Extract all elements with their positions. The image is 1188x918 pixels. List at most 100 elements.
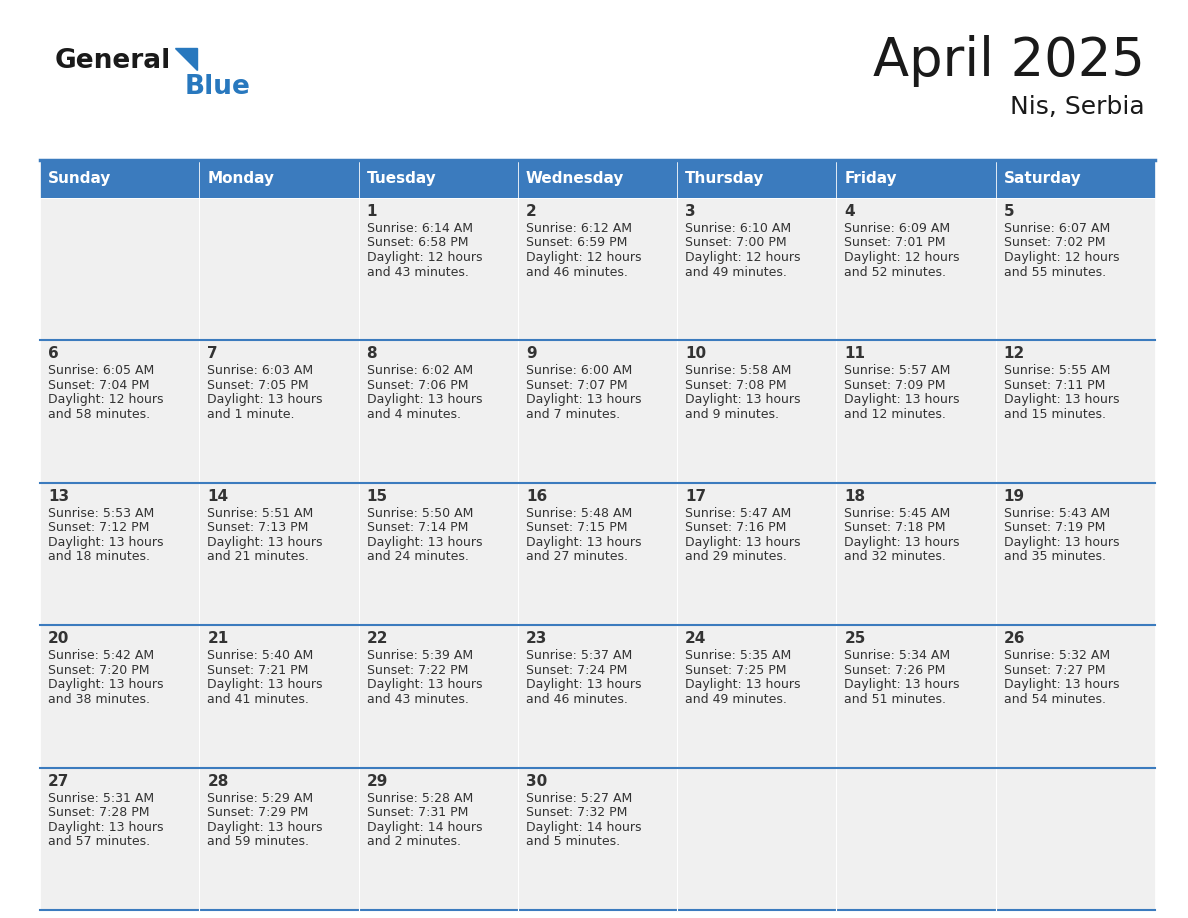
Polygon shape [175,48,197,70]
Text: Sunrise: 6:14 AM: Sunrise: 6:14 AM [367,222,473,235]
Text: Sunrise: 5:51 AM: Sunrise: 5:51 AM [207,507,314,520]
Text: and 46 minutes.: and 46 minutes. [526,265,627,278]
Text: and 49 minutes.: and 49 minutes. [685,693,786,706]
Text: Sunrise: 5:47 AM: Sunrise: 5:47 AM [685,507,791,520]
Text: 29: 29 [367,774,388,789]
Text: 27: 27 [48,774,69,789]
Text: Sunrise: 5:43 AM: Sunrise: 5:43 AM [1004,507,1110,520]
Bar [200,483,359,625]
Bar [200,767,359,910]
Text: 25: 25 [845,632,866,646]
Text: 5: 5 [1004,204,1015,219]
Text: Daylight: 13 hours: Daylight: 13 hours [526,394,642,407]
Text: 17: 17 [685,488,707,504]
Text: Sunrise: 5:58 AM: Sunrise: 5:58 AM [685,364,791,377]
Bar [836,483,996,625]
Text: Sunset: 7:27 PM: Sunset: 7:27 PM [1004,664,1105,677]
Text: Daylight: 12 hours: Daylight: 12 hours [526,251,642,264]
Text: Daylight: 13 hours: Daylight: 13 hours [526,536,642,549]
Bar [518,483,677,625]
Text: Daylight: 13 hours: Daylight: 13 hours [845,536,960,549]
Text: 6: 6 [48,346,58,362]
Bar [40,198,200,341]
Text: Tuesday: Tuesday [367,172,436,186]
Text: Sunrise: 5:53 AM: Sunrise: 5:53 AM [48,507,154,520]
Text: Daylight: 13 hours: Daylight: 13 hours [367,394,482,407]
Text: and 15 minutes.: and 15 minutes. [1004,408,1106,420]
Text: 16: 16 [526,488,548,504]
Text: 13: 13 [48,488,69,504]
Text: Sunset: 7:07 PM: Sunset: 7:07 PM [526,379,627,392]
Text: Daylight: 13 hours: Daylight: 13 hours [526,678,642,691]
Text: 18: 18 [845,488,866,504]
Text: 14: 14 [207,488,228,504]
Bar [200,198,359,341]
Bar [518,625,677,767]
Bar [836,625,996,767]
Text: and 43 minutes.: and 43 minutes. [367,693,468,706]
Text: and 49 minutes.: and 49 minutes. [685,265,786,278]
Text: Sunset: 7:06 PM: Sunset: 7:06 PM [367,379,468,392]
Text: and 5 minutes.: and 5 minutes. [526,835,620,848]
Bar [996,483,1155,625]
Text: Sunrise: 5:32 AM: Sunrise: 5:32 AM [1004,649,1110,662]
Text: Blue: Blue [185,74,251,100]
Bar [677,625,836,767]
Bar [836,198,996,341]
Text: 30: 30 [526,774,548,789]
Text: 24: 24 [685,632,707,646]
Text: and 43 minutes.: and 43 minutes. [367,265,468,278]
Text: and 21 minutes.: and 21 minutes. [207,550,309,564]
Text: Sunset: 7:12 PM: Sunset: 7:12 PM [48,521,150,534]
Text: Daylight: 13 hours: Daylight: 13 hours [207,678,323,691]
Bar [836,767,996,910]
Text: and 59 minutes.: and 59 minutes. [207,835,309,848]
Text: and 1 minute.: and 1 minute. [207,408,295,420]
Text: Daylight: 13 hours: Daylight: 13 hours [48,678,164,691]
Text: 19: 19 [1004,488,1025,504]
Text: and 51 minutes.: and 51 minutes. [845,693,947,706]
Text: 23: 23 [526,632,548,646]
Text: Wednesday: Wednesday [526,172,624,186]
Bar [996,160,1155,198]
Text: Saturday: Saturday [1004,172,1081,186]
Text: Sunrise: 5:27 AM: Sunrise: 5:27 AM [526,791,632,804]
Bar [200,341,359,483]
Text: 9: 9 [526,346,537,362]
Text: and 24 minutes.: and 24 minutes. [367,550,468,564]
Bar [677,483,836,625]
Text: Sunset: 7:25 PM: Sunset: 7:25 PM [685,664,786,677]
Text: Sunrise: 6:09 AM: Sunrise: 6:09 AM [845,222,950,235]
Text: General: General [55,48,171,74]
Bar [996,341,1155,483]
Text: Sunday: Sunday [48,172,112,186]
Bar [40,625,200,767]
Text: Sunset: 7:19 PM: Sunset: 7:19 PM [1004,521,1105,534]
Text: 3: 3 [685,204,696,219]
Text: Daylight: 14 hours: Daylight: 14 hours [367,821,482,834]
Bar [359,160,518,198]
Bar [200,160,359,198]
Text: Daylight: 13 hours: Daylight: 13 hours [207,536,323,549]
Text: Sunrise: 5:48 AM: Sunrise: 5:48 AM [526,507,632,520]
Bar [40,483,200,625]
Text: Sunrise: 5:42 AM: Sunrise: 5:42 AM [48,649,154,662]
Text: Daylight: 13 hours: Daylight: 13 hours [845,394,960,407]
Text: Sunset: 7:28 PM: Sunset: 7:28 PM [48,806,150,819]
Text: and 58 minutes.: and 58 minutes. [48,408,150,420]
Bar [518,341,677,483]
Text: Sunset: 7:24 PM: Sunset: 7:24 PM [526,664,627,677]
Bar [359,625,518,767]
Text: Sunrise: 6:02 AM: Sunrise: 6:02 AM [367,364,473,377]
Text: and 35 minutes.: and 35 minutes. [1004,550,1106,564]
Text: Sunrise: 5:34 AM: Sunrise: 5:34 AM [845,649,950,662]
Text: Daylight: 13 hours: Daylight: 13 hours [1004,678,1119,691]
Text: and 32 minutes.: and 32 minutes. [845,550,947,564]
Bar [996,625,1155,767]
Text: Sunset: 7:05 PM: Sunset: 7:05 PM [207,379,309,392]
Text: Sunset: 7:26 PM: Sunset: 7:26 PM [845,664,946,677]
Bar [677,767,836,910]
Bar [359,198,518,341]
Text: Sunrise: 6:10 AM: Sunrise: 6:10 AM [685,222,791,235]
Text: 22: 22 [367,632,388,646]
